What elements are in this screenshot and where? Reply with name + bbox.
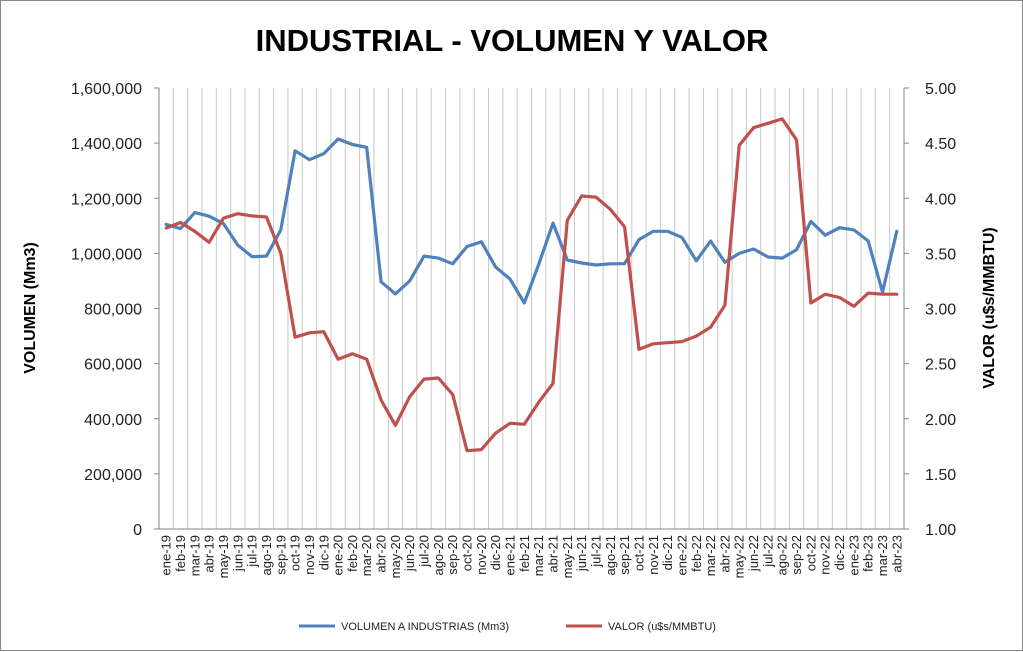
x-tick-label: ago-21: [603, 535, 618, 575]
x-tick-label: dic-22: [832, 535, 847, 570]
left-tick-label: 1,400,000: [71, 136, 142, 153]
x-tick-label: dic-21: [660, 535, 675, 570]
series-group: [164, 117, 899, 453]
left-tick-label: 800,000: [84, 302, 142, 319]
right-tick-label: 5.00: [925, 81, 956, 98]
x-tick-label: may-20: [388, 535, 403, 578]
left-axis-title: VOLUMEN (Mm3): [22, 242, 39, 374]
x-tick-label: abr-21: [545, 535, 560, 573]
x-tick-label: dic-20: [488, 535, 503, 570]
x-tick-label: ene-23: [846, 535, 861, 575]
x-tick-label: nov-20: [474, 535, 489, 575]
x-tick-label: nov-22: [818, 535, 833, 575]
x-tick-label: may-22: [732, 535, 747, 578]
x-tick-label: mar-20: [359, 535, 374, 576]
legend-label-valor: VALOR (u$s/MMBTU): [608, 621, 716, 633]
x-tick-label: oct-21: [631, 535, 646, 571]
x-tick-label: nov-21: [646, 535, 661, 575]
right-tick-label: 1.50: [925, 467, 956, 484]
left-axis-ticks: 0 200,000 400,000 600,000 800,000 1,000,000 1,…: [71, 81, 159, 539]
x-tick-label: sep-20: [445, 535, 460, 575]
legend-label-volumen: VOLUMEN A INDUSTRIAS (Mm3): [341, 621, 509, 633]
x-tick-label: feb-23: [861, 535, 876, 572]
x-tick-label: oct-19: [288, 535, 303, 571]
x-tick-label: mar-23: [875, 535, 890, 576]
x-tick-label: abr-22: [717, 535, 732, 573]
right-axis-title: VALOR (u$s/MMBTU): [981, 227, 998, 388]
x-tick-label: nov-19: [302, 535, 317, 575]
left-tick-label: 200,000: [84, 467, 142, 484]
x-tick-label: ago-22: [775, 535, 790, 575]
x-tick-label: jun-20: [402, 535, 417, 572]
x-tick-label: ene-22: [674, 535, 689, 575]
x-tick-label: jun-19: [230, 535, 245, 572]
x-tick-label: oct-22: [803, 535, 818, 571]
x-tick-label: ago-20: [431, 535, 446, 575]
right-tick-label: 3.00: [925, 302, 956, 319]
chart-title: INDUSTRIAL - VOLUMEN Y VALOR: [256, 23, 769, 58]
x-tick-label: may-21: [560, 535, 575, 578]
x-tick-label: oct-20: [460, 535, 475, 571]
right-tick-label: 1.00: [925, 522, 956, 539]
x-tick-label: feb-20: [345, 535, 360, 572]
x-tick-label: jun-22: [746, 535, 761, 572]
right-tick-label: 4.50: [925, 136, 956, 153]
left-tick-label: 1,600,000: [71, 81, 142, 98]
right-tick-label: 4.00: [925, 191, 956, 208]
series-line-volumen: [164, 137, 899, 305]
x-axis-ticks: ene-19 feb-19 mar-19 abr-19 may-19 jun-19 jul-…: [159, 535, 905, 578]
x-tick-label: ene-21: [503, 535, 518, 575]
x-tick-label: abr-19: [202, 535, 217, 573]
x-tick-label: sep-19: [273, 535, 288, 575]
right-tick-label: 2.50: [925, 357, 956, 374]
gridlines: [158, 88, 905, 529]
right-axis-ticks: 1.00 1.50 2.00 2.50 3.00 3.50 4.00 4.50 5.00: [904, 81, 956, 539]
left-tick-label: 600,000: [84, 357, 142, 374]
left-tick-label: 400,000: [84, 412, 142, 429]
x-tick-label: abr-23: [889, 535, 904, 573]
left-tick-label: 1,200,000: [71, 191, 142, 208]
x-tick-label: mar-22: [703, 535, 718, 576]
x-tick-label: jul-22: [760, 535, 775, 568]
x-tick-label: ago-19: [259, 535, 274, 575]
x-tick-label: feb-22: [689, 535, 704, 572]
x-tick-label: feb-21: [517, 535, 532, 572]
series-line-valor: [164, 117, 899, 453]
x-tick-label: mar-21: [531, 535, 546, 576]
right-tick-label: 2.00: [925, 412, 956, 429]
x-tick-label: jun-21: [574, 535, 589, 572]
x-tick-label: mar-19: [187, 535, 202, 576]
x-tick-label: jul-20: [417, 535, 432, 568]
x-tick-label: sep-22: [789, 535, 804, 575]
x-tick-label: jul-19: [245, 535, 260, 568]
x-tick-label: jul-21: [588, 535, 603, 568]
x-tick-label: ene-20: [331, 535, 346, 575]
left-tick-label: 0: [133, 522, 142, 539]
x-tick-label: sep-21: [617, 535, 632, 575]
right-tick-label: 3.50: [925, 246, 956, 263]
x-tick-label: ene-19: [159, 535, 174, 575]
x-tick-label: dic-19: [316, 535, 331, 570]
x-tick-label: may-19: [216, 535, 231, 578]
left-tick-label: 1,000,000: [71, 246, 142, 263]
legend: VOLUMEN A INDUSTRIAS (Mm3) VALOR (u$s/MM…: [299, 621, 716, 633]
x-tick-label: feb-19: [173, 535, 188, 572]
x-tick-label: abr-20: [374, 535, 389, 573]
